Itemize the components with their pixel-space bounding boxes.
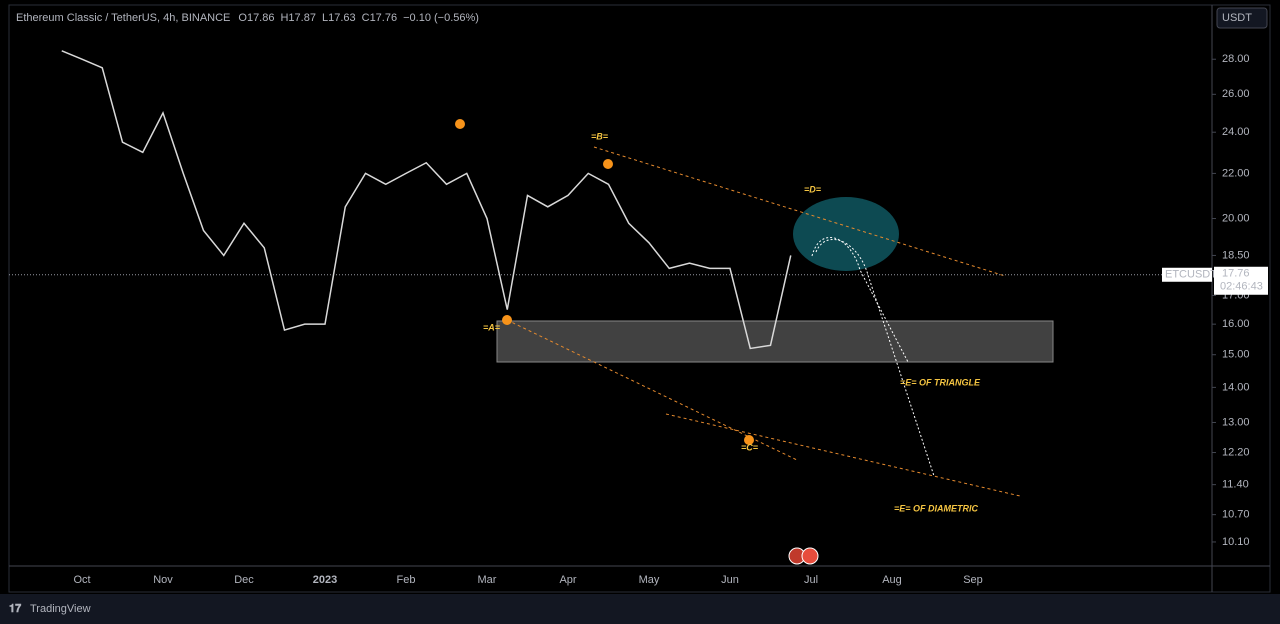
price-tag-countdown: 02:46:43 [1220, 281, 1263, 293]
annotation: =C= [741, 442, 759, 452]
y-tick-label: 16.00 [1222, 318, 1250, 330]
annotation: =A= [483, 322, 501, 332]
x-tick-label: Mar [478, 574, 497, 586]
currency-button[interactable] [1216, 7, 1268, 29]
symbol-tag [1162, 267, 1212, 282]
x-tick-label: Nov [153, 574, 173, 586]
y-tick-label: 24.00 [1222, 126, 1250, 138]
x-tick-label: Sep [963, 574, 983, 586]
annotation: =E= OF DIAMETRIC [894, 503, 979, 513]
ohlc-value: −0.10 (−0.56%) [403, 12, 479, 24]
price-tag [1214, 266, 1268, 295]
y-tick-label: 10.10 [1222, 536, 1250, 548]
pivot-dots [455, 119, 754, 445]
x-tick-label: Jun [721, 574, 739, 586]
ohlc-value: H17.87 [280, 12, 315, 24]
event-icons [788, 547, 819, 565]
trendlines [506, 146, 1021, 497]
y-tick-label: 20.00 [1222, 212, 1250, 224]
x-tick-label: Oct [73, 574, 90, 586]
x-tick-label: Dec [234, 574, 254, 586]
brand-logo: 𝟏𝟕 [9, 603, 22, 615]
ohlc-value: C17.76 [362, 12, 397, 24]
x-tick-label: 2023 [313, 574, 337, 586]
x-tick-label: May [639, 574, 660, 586]
x-tick-label: Feb [397, 574, 416, 586]
annotation: =E= OF TRIANGLE [900, 377, 981, 387]
y-tick-label: 11.40 [1222, 479, 1249, 491]
projection-arrows [811, 237, 935, 477]
price-line [61, 50, 792, 350]
x-tick-label: Jul [804, 574, 818, 586]
price-tag-value: 17.76 [1222, 268, 1250, 280]
support-zone [496, 320, 1054, 363]
footer [0, 594, 1280, 624]
y-tick-label: 26.00 [1222, 88, 1250, 100]
brand: TradingView [30, 603, 91, 615]
y-tick-label: 28.00 [1222, 53, 1250, 65]
currency-label[interactable]: USDT [1222, 12, 1252, 24]
y-tick-label: 14.00 [1222, 381, 1250, 393]
annotation: =B= [591, 131, 609, 141]
y-tick-label: 22.00 [1222, 167, 1250, 179]
y-tick-label: 13.00 [1222, 416, 1250, 428]
target-ellipse [793, 197, 899, 271]
y-tick-label: 10.70 [1222, 509, 1250, 521]
symbol-tag-label: ETCUSDT [1165, 269, 1217, 281]
x-tick-label: Apr [559, 574, 576, 586]
annotation: =D= [804, 184, 822, 194]
symbol-title: Ethereum Classic / TetherUS, 4h, BINANCE [16, 12, 230, 24]
ohlc-value: L17.63 [322, 12, 356, 24]
y-tick-label: 15.00 [1222, 349, 1250, 361]
frame [8, 4, 1271, 593]
ohlc-value: O17.86 [238, 12, 274, 24]
y-tick-label: 18.50 [1222, 249, 1250, 261]
x-tick-label: Aug [882, 574, 902, 586]
y-tick-label: 12.20 [1222, 446, 1250, 458]
